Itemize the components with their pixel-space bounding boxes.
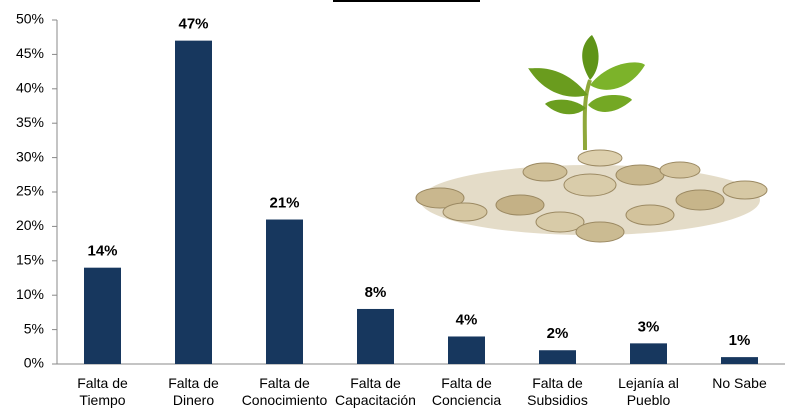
x-tick-label: Falta de Capacitación (335, 375, 416, 408)
y-tick-label: 5% (24, 320, 44, 336)
bar (539, 350, 576, 364)
x-tick-label: Falta de Dinero (168, 375, 219, 408)
y-tick-label: 25% (16, 183, 44, 199)
bar (84, 267, 121, 364)
x-tick-label: Lejanía al Pueblo (618, 375, 679, 408)
data-label: 47% (178, 16, 208, 33)
bar (721, 357, 758, 364)
data-label: 14% (87, 243, 117, 260)
x-tick-label: No Sabe (712, 375, 767, 391)
y-tick-label: 45% (16, 45, 44, 61)
y-tick-label: 15% (16, 252, 44, 268)
x-tick-label: Falta de Subsidios (527, 375, 588, 408)
bar (448, 336, 485, 364)
data-label: 8% (365, 284, 387, 301)
data-label: 2% (547, 325, 569, 342)
y-tick-label: 30% (16, 148, 44, 164)
plant-illustration (415, 35, 768, 243)
y-tick-label: 20% (16, 217, 44, 233)
y-tick-label: 35% (16, 114, 44, 130)
bar (630, 343, 667, 364)
data-label: 21% (269, 194, 299, 211)
x-tick-label: Falta de Tiempo (77, 375, 128, 408)
bar (357, 308, 394, 364)
y-tick-label: 40% (16, 80, 44, 96)
y-tick-label: 50% (16, 11, 44, 27)
data-label: 4% (456, 311, 478, 328)
data-label: 1% (729, 332, 751, 349)
data-label: 3% (638, 318, 660, 335)
y-tick-label: 0% (24, 355, 44, 371)
y-tick-label: 10% (16, 286, 44, 302)
x-tick-label: Falta de Conocimiento (241, 375, 328, 408)
bar (266, 219, 303, 364)
x-tick-label: Falta de Conciencia (431, 375, 502, 408)
bar (175, 40, 212, 364)
